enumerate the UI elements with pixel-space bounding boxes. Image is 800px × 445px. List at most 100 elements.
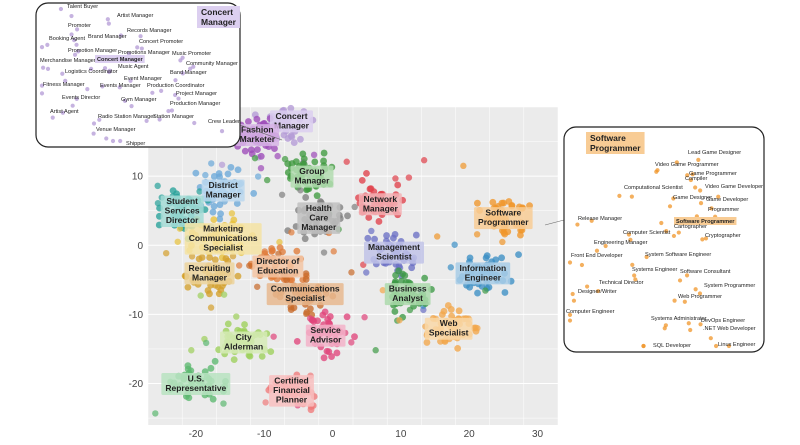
data-point [391,308,399,315]
data-point [293,337,301,345]
data-point [206,254,214,261]
inset-highlight-box [674,217,737,225]
inset-point [100,84,105,89]
y-tick-label: 10 [132,172,144,183]
inset-job-label: Front End Developer [571,253,623,259]
data-point [351,333,358,341]
data-point [364,234,372,242]
inset-job-label: Artist Manager [117,13,154,19]
data-point [278,191,286,198]
data-point [306,315,314,322]
data-point [257,152,265,160]
cluster-label-box [305,324,346,347]
data-point [299,150,307,158]
data-point [421,274,429,282]
data-point [375,218,383,225]
inset-job-label: Music Agent [118,64,149,70]
inset-point [696,157,701,162]
data-point [154,199,162,207]
inset-job-label: .NET Web Developer [703,326,756,332]
inset-job-label: Events Director [62,95,100,101]
data-point [270,333,277,340]
inset-point [700,237,705,242]
inset-frame [563,126,765,353]
inset-point [102,66,108,71]
inset-job-label: Station Manager [153,114,194,120]
inset-point [159,88,164,93]
data-point [394,181,402,189]
data-point [320,157,327,165]
inset-point [72,52,78,57]
inset-software-programmer: Lead Game Designer Video Game Programmer G… [563,126,765,353]
inset-job-label: System Software Engineer [645,252,711,258]
cluster-label-text: Planner [276,395,308,405]
inset-point [632,273,637,278]
inset-point [122,98,128,103]
inset-point [150,90,155,95]
inset-point [596,288,601,294]
data-point [292,158,300,166]
inset-point [91,121,97,126]
inset-point [690,172,695,177]
inset-job-label: Promoter [68,23,91,29]
data-point [288,276,296,284]
inset-point [74,42,79,47]
inset-point [85,86,90,92]
cluster-label-text: Service [311,325,342,335]
data-point [351,203,358,211]
cluster-label-box [297,202,341,234]
cluster-label-box [161,373,231,396]
inset-job-label: Game Developer [706,197,748,203]
data-point [330,248,337,255]
cluster-label-text: Recruiting [188,263,230,273]
inset-job-label: Shipper [126,141,145,147]
inset-point [654,169,659,174]
data-point [310,151,318,159]
data-point [224,320,232,328]
inset-point [708,336,713,341]
inset-job-label: Game Programmer [689,171,737,177]
cluster-label-text: Manager [274,120,310,130]
data-point [274,152,281,160]
cluster-label-text: Manager [192,272,228,282]
inset-point [677,278,683,283]
inset-title-text: Manager [201,17,237,27]
inset-job-label: Radio Station Manager [98,114,155,120]
data-point [281,155,289,163]
inset-job-label: Video Game Developer [705,184,763,190]
data-point [263,176,271,184]
cluster-label-box [358,193,402,216]
data-point [302,194,310,201]
data-point [460,162,467,170]
cluster-labels: ConcertManagerFashionMarketerDistrictMan… [160,110,533,407]
cluster-label-box [474,207,533,230]
inset-job-label: Game Designer [673,195,712,201]
cluster-label-box [184,223,262,255]
inset-job-label: Artist Agent [50,109,79,115]
cluster-label-box [455,262,511,285]
inset-point [89,66,94,71]
inset-title-box [197,6,240,28]
inset-title-text: Software [590,133,626,143]
cluster-label-text: Specialist [203,243,243,253]
cluster-label-text: Advisor [310,335,342,345]
inset-point [570,291,575,297]
inset-job-label: DevOps Engineer [701,318,745,324]
inset-point [104,136,109,141]
inset-job-label: Project Manager [176,91,217,97]
cluster-label-box [424,317,473,340]
inset-point [662,326,667,331]
data-point [498,199,506,207]
inset-title-text: Programmer [590,143,641,153]
cluster-label-text: Director [166,215,199,225]
cluster-label-box [270,110,313,133]
data-point [251,154,259,162]
inset-job-label: Software Programmer [676,219,735,225]
inset-point [693,185,698,190]
